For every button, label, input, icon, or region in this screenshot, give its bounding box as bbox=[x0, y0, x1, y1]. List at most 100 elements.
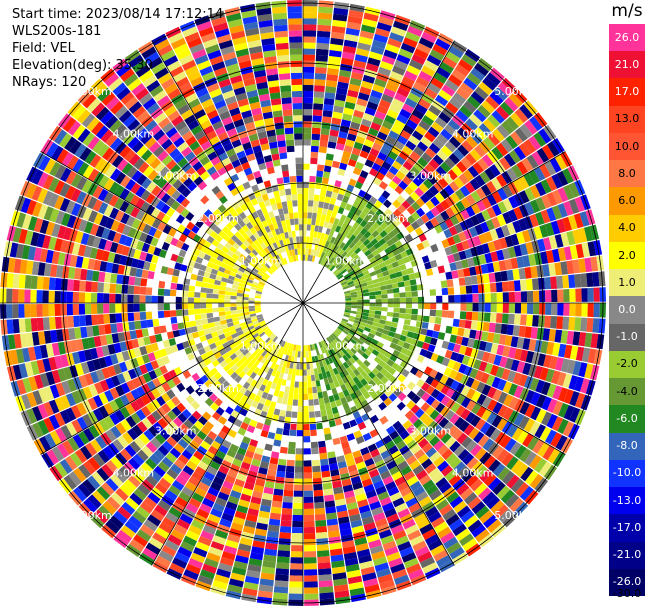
range-gate bbox=[421, 239, 431, 249]
range-gate bbox=[286, 374, 292, 381]
range-gate bbox=[284, 483, 294, 491]
range-gate bbox=[248, 95, 260, 104]
range-gate bbox=[169, 131, 182, 143]
range-gate bbox=[294, 466, 303, 473]
range-gate bbox=[519, 387, 530, 401]
range-gate bbox=[441, 84, 456, 97]
range-gate bbox=[195, 242, 204, 251]
range-gate bbox=[213, 226, 222, 235]
range-gate bbox=[326, 74, 339, 82]
range-gate bbox=[238, 219, 246, 228]
range-gate bbox=[445, 387, 456, 399]
range-gate bbox=[160, 193, 171, 204]
range-gate bbox=[291, 84, 303, 92]
range-gate bbox=[360, 566, 376, 576]
range-gate bbox=[374, 286, 381, 292]
range-gate bbox=[252, 281, 259, 286]
range-gate bbox=[157, 221, 167, 232]
range-gate bbox=[518, 325, 526, 338]
range-gate bbox=[142, 223, 152, 234]
range-gate bbox=[406, 119, 418, 130]
range-gate bbox=[254, 295, 262, 299]
range-gate bbox=[325, 383, 332, 391]
range-gate bbox=[432, 138, 445, 150]
range-gate bbox=[372, 278, 379, 284]
range-gate bbox=[358, 324, 366, 330]
range-gate bbox=[566, 330, 575, 345]
range-gate bbox=[266, 68, 278, 76]
range-gate bbox=[218, 311, 226, 317]
range-gate bbox=[77, 128, 91, 143]
range-gate bbox=[345, 95, 358, 104]
range-gate bbox=[324, 402, 332, 410]
range-gate bbox=[496, 344, 505, 356]
range-gate bbox=[216, 329, 224, 336]
range-gate bbox=[424, 463, 437, 475]
range-gate bbox=[314, 507, 326, 515]
range-gate bbox=[204, 388, 213, 398]
range-gate bbox=[243, 581, 259, 591]
range-gate bbox=[320, 134, 329, 142]
range-gate bbox=[273, 357, 279, 364]
range-gate bbox=[227, 495, 240, 505]
range-gate bbox=[351, 305, 358, 309]
range-gate bbox=[38, 155, 51, 171]
range-gate bbox=[418, 438, 429, 449]
range-gate bbox=[243, 481, 255, 491]
range-gate bbox=[329, 342, 336, 349]
range-gate bbox=[140, 201, 151, 213]
range-gate bbox=[275, 351, 281, 359]
range-gate bbox=[119, 465, 132, 479]
range-gate bbox=[92, 453, 106, 467]
range-gate bbox=[569, 391, 580, 407]
range-gate bbox=[430, 243, 439, 253]
range-gate bbox=[166, 410, 177, 421]
range-gate bbox=[214, 397, 223, 407]
range-gate bbox=[369, 303, 376, 307]
range-gate bbox=[224, 310, 232, 316]
range-gate bbox=[337, 378, 345, 386]
range-gate bbox=[522, 255, 531, 267]
range-gate bbox=[345, 239, 353, 247]
range-gate bbox=[387, 298, 394, 303]
range-gate bbox=[262, 405, 270, 413]
range-gate bbox=[132, 453, 145, 466]
range-gate bbox=[529, 214, 539, 228]
range-gate bbox=[342, 369, 350, 377]
range-gate bbox=[415, 103, 428, 115]
range-gate bbox=[343, 345, 351, 353]
range-gate bbox=[181, 486, 194, 498]
range-gate bbox=[505, 493, 520, 508]
range-gate bbox=[429, 409, 440, 421]
range-gate bbox=[118, 234, 128, 245]
range-gate bbox=[256, 229, 264, 237]
range-gate bbox=[156, 396, 166, 407]
range-gate bbox=[289, 569, 303, 576]
range-gate bbox=[369, 545, 384, 555]
range-gate bbox=[184, 92, 198, 104]
range-gate bbox=[21, 394, 32, 410]
range-gate bbox=[227, 533, 241, 543]
range-gate bbox=[272, 242, 279, 249]
range-gate bbox=[259, 578, 274, 587]
range-gate bbox=[303, 351, 306, 358]
range-gate bbox=[427, 82, 441, 95]
range-gate bbox=[343, 39, 358, 48]
range-gate bbox=[470, 275, 478, 285]
range-gate bbox=[148, 226, 157, 237]
range-gate bbox=[185, 211, 195, 222]
range-gate bbox=[422, 562, 438, 574]
range-gate bbox=[37, 331, 46, 345]
range-gate bbox=[177, 413, 188, 423]
range-gate bbox=[434, 316, 442, 325]
range-gate bbox=[306, 363, 310, 370]
range-gate bbox=[399, 308, 406, 314]
range-gate bbox=[251, 400, 259, 409]
range-gate bbox=[254, 352, 261, 360]
range-gate bbox=[224, 474, 236, 484]
range-gate bbox=[368, 310, 376, 315]
range-gate bbox=[406, 215, 416, 225]
range-gate bbox=[261, 498, 272, 507]
range-gate bbox=[264, 352, 270, 359]
range-gate bbox=[119, 145, 132, 159]
